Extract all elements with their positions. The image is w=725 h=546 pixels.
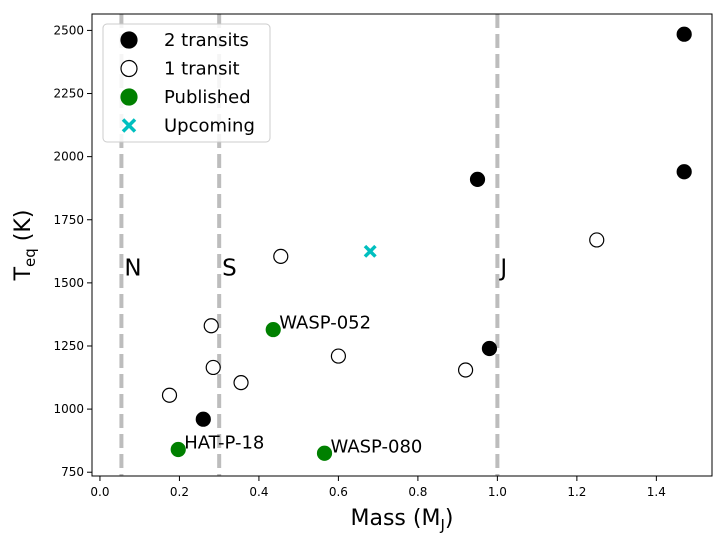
y-tick-label: 750 — [61, 465, 84, 479]
y-tick-label: 1250 — [53, 339, 84, 353]
x-tick-label: 1.4 — [647, 485, 666, 499]
x-tick-label: 0.2 — [170, 485, 189, 499]
data-point — [676, 26, 692, 42]
y-tick-label: 1500 — [53, 276, 84, 290]
y-tick-label: 2000 — [53, 150, 84, 164]
y-tick-label: 1000 — [53, 402, 84, 416]
x-tick-label: 1.0 — [488, 485, 507, 499]
y-tick-label: 2250 — [53, 87, 84, 101]
x-axis-ticks: 0.0 0.2 0.4 0.6 0.8 1.0 1.2 1.4 — [90, 476, 666, 499]
plot-frame — [91, 13, 713, 477]
x-axis-label-sub: J — [439, 516, 444, 534]
data-point — [205, 359, 221, 376]
legend-marker — [120, 59, 138, 78]
legend-frame — [102, 23, 271, 143]
point-annotation: HAT-P-18 — [184, 432, 264, 453]
data-point — [589, 232, 605, 248]
x-tick-label: 0.4 — [249, 485, 268, 499]
x-tick-label: 0.6 — [329, 485, 348, 499]
reference-label-N: N — [124, 255, 141, 281]
y-axis-label-main: T — [11, 266, 36, 281]
y-axis-label: Teq (K) — [11, 210, 39, 282]
y-tick-label: 2500 — [53, 23, 84, 37]
legend-marker — [120, 88, 138, 106]
data-point — [481, 340, 498, 357]
data-point — [161, 387, 178, 403]
legend-marker — [121, 118, 137, 133]
data-point — [203, 318, 219, 334]
legend-entry-label: Published — [164, 87, 251, 108]
point-annotation: WASP-052 — [279, 313, 371, 334]
data-point — [233, 374, 249, 391]
legend: 2 transits 1 transit Published Upcoming — [102, 23, 271, 143]
data-point — [170, 441, 186, 458]
data-point — [316, 445, 333, 461]
x-tick-label: 1.2 — [567, 485, 586, 499]
legend-marker — [120, 31, 138, 49]
legend-entry-label: Upcoming — [164, 116, 255, 137]
data-point-stroke-b — [363, 244, 377, 258]
y-axis-ticks: 750 1000 1250 1500 1750 2000 2250 2500 — [53, 23, 92, 479]
reference-label-S: S — [222, 255, 237, 281]
x-tick-label: 0.0 — [90, 485, 109, 499]
data-point — [469, 171, 486, 187]
legend-marker-stroke-b — [121, 118, 137, 133]
data-point — [273, 248, 289, 264]
data-point — [265, 321, 281, 338]
reference-lines — [119, 14, 500, 476]
data-point — [363, 244, 377, 258]
reference-label-J: J — [498, 255, 507, 281]
point-annotation: WASP-080 — [331, 436, 423, 457]
data-point — [676, 164, 692, 180]
y-axis-label-sub: eq — [21, 248, 39, 267]
data-point — [457, 362, 474, 378]
x-axis-label: Mass (MJ) — [351, 506, 454, 534]
data-points — [161, 26, 692, 461]
x-tick-label: 0.8 — [408, 485, 427, 499]
legend-entry-label: 2 transits — [164, 30, 249, 51]
y-axis-label-rest: (K) — [11, 210, 36, 249]
legend-entry-label: 1 transit — [164, 59, 240, 80]
y-tick-label: 1750 — [53, 213, 84, 227]
x-axis-label-close: ) — [445, 506, 454, 531]
data-point — [195, 411, 211, 427]
x-axis-label-main: Mass (M — [351, 506, 441, 531]
point-annotations: HAT-P-18 WASP-052 WASP-080 — [184, 313, 422, 458]
data-point — [330, 348, 347, 364]
